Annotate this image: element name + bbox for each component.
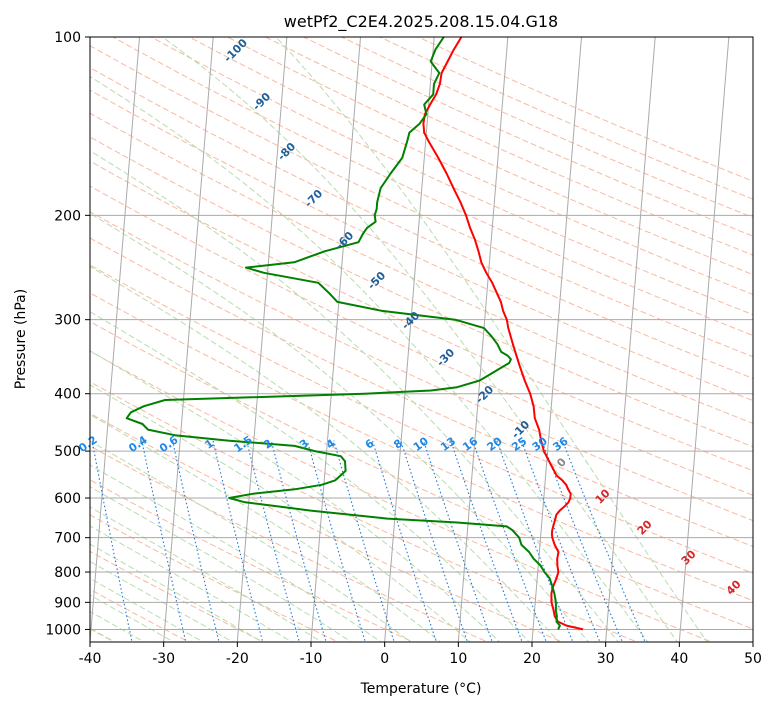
x-tick-label: -10 [300,651,323,667]
mixing-ratio-line [91,440,133,642]
x-tick-label: 0 [380,651,389,667]
x-tick-label: -30 [152,651,175,667]
mixing-ratio-line [171,440,220,642]
y-tick-label: 300 [54,313,81,329]
mixing-ratio-line [270,440,327,642]
isotherm [90,37,141,642]
mixing-ratio-line [496,440,574,642]
dewpoint-profile [125,37,561,630]
isotherm [384,37,435,642]
y-tick-label: 500 [54,444,81,460]
y-tick-label: 1000 [45,622,81,638]
dry-adiabat [90,185,753,496]
mixing-ratio-line [371,440,437,642]
x-tick-label: -40 [79,651,102,667]
dry-adiabat [90,264,753,574]
isotherm [531,37,583,642]
mixing-ratio-line [561,440,646,642]
y-tick-label: 900 [54,595,81,611]
isotherm [236,37,288,642]
y-tick-label: 700 [54,531,81,547]
isotherm [605,37,656,642]
background-lines [90,37,753,642]
mixing-ratio-line [400,440,469,642]
isotherm [310,37,362,642]
mixing-ratio-line [520,440,601,642]
y-tick-label: 100 [54,30,81,46]
dry-adiabat [150,37,753,316]
dry-adiabat [90,292,753,602]
y-tick-label: 800 [54,565,81,581]
moist-adiabat [90,350,501,642]
x-tick-label: 10 [449,651,467,667]
y-tick-label: 600 [54,491,81,507]
dry-adiabat [90,136,753,448]
plot-frame [89,36,754,643]
profiles [125,37,584,631]
x-tick-label: 30 [597,651,615,667]
x-tick-label: 40 [670,651,688,667]
isotherm [163,37,214,642]
y-tick-label: 200 [54,208,81,224]
mixing-ratio-line [212,440,264,642]
dry-adiabat [90,412,564,642]
moist-adiabat [90,75,649,642]
axis-ticks: -40 -30 -20 -10 0 10 20 30 40 50 100 200 300 400 500 60… [45,30,762,667]
y-tick-label: 400 [54,387,81,403]
x-axis-label: Temperature (°C) [360,681,482,697]
mixing-ratio-line [541,440,623,642]
y-axis-label: Pressure (hPa) [13,289,29,389]
mixing-ratio-line [141,440,187,642]
isotherm [678,37,730,642]
x-tick-label: -20 [226,651,249,667]
moist-adiabat [90,150,619,642]
x-tick-label: 20 [523,651,541,667]
dry-adiabat [90,237,753,548]
dry-adiabat [90,67,753,379]
mixing-ratio-line [246,440,300,642]
dry-adiabat [111,37,753,337]
chart-title: wetPf2_C2E4.2025.208.15.04.G18 [284,12,558,32]
isotherm [457,37,509,642]
x-tick-label: 50 [744,651,762,667]
temperature-profile [422,37,584,631]
